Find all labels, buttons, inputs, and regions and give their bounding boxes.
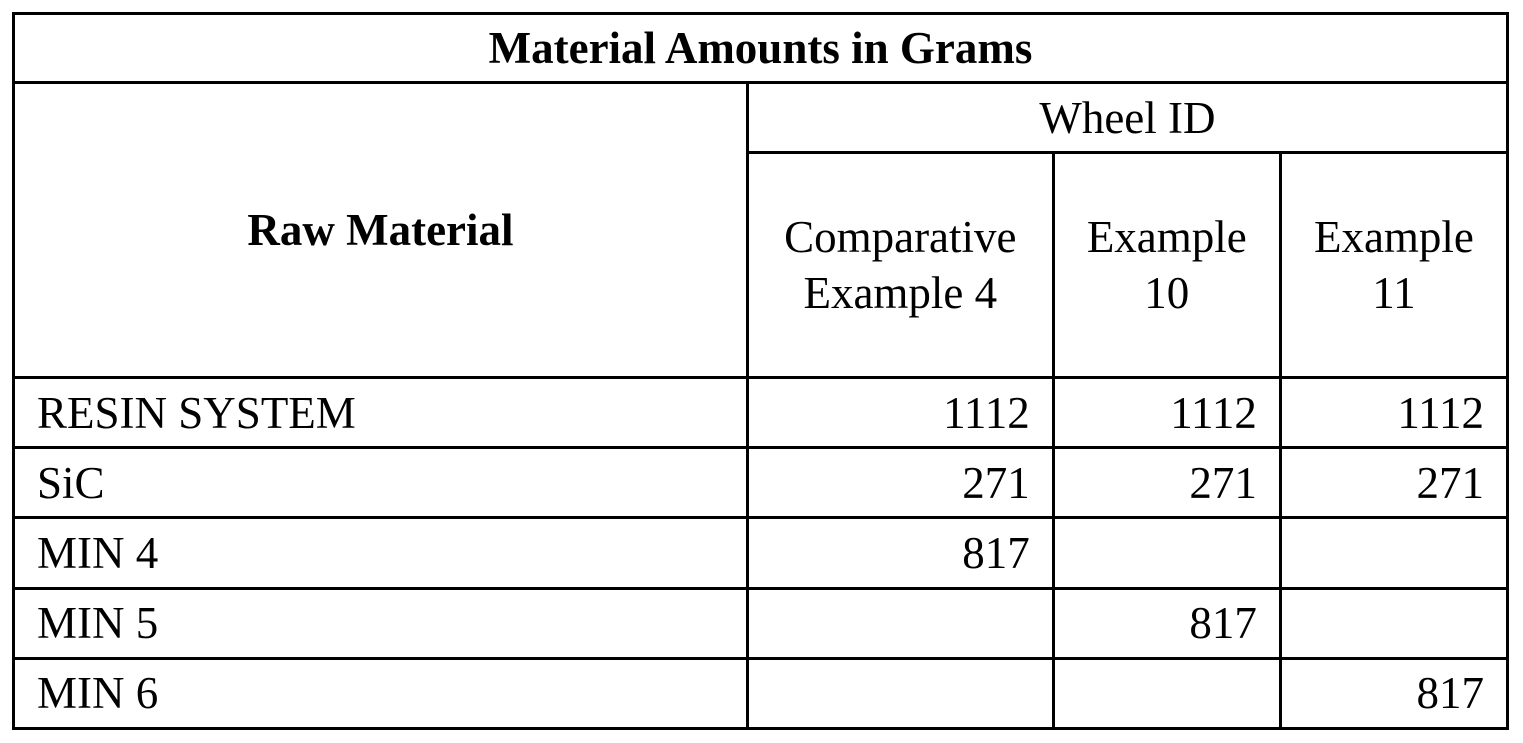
column-header-line: Example 4 [771,265,1030,321]
value-cell: 817 [1053,588,1280,658]
material-cell: MIN 6 [14,658,748,728]
table-title: Material Amounts in Grams [14,14,1508,83]
table-row: MIN 4817 [14,518,1508,588]
column-header-line: Example [1077,209,1257,265]
value-cell [1280,588,1507,658]
raw-material-header: Raw Material [14,83,748,378]
value-cell: 271 [1053,448,1280,518]
material-table: Material Amounts in Grams Raw Material W… [12,12,1509,730]
table-row: RESIN SYSTEM111211121112 [14,378,1508,448]
material-cell: SiC [14,448,748,518]
value-cell: 817 [747,518,1053,588]
value-cell [1280,518,1507,588]
material-cell: RESIN SYSTEM [14,378,748,448]
value-cell: 817 [1280,658,1507,728]
column-header-line: Comparative [771,209,1030,265]
column-header-line: Example [1304,209,1484,265]
value-cell: 271 [747,448,1053,518]
table-row: SiC271271271 [14,448,1508,518]
material-cell: MIN 4 [14,518,748,588]
column-header: ComparativeExample 4 [747,153,1053,378]
value-cell [747,658,1053,728]
column-header-line: 10 [1077,265,1257,321]
column-header: Example11 [1280,153,1507,378]
wheel-id-header: Wheel ID [747,83,1507,153]
value-cell [1053,518,1280,588]
value-cell: 271 [1280,448,1507,518]
value-cell: 1112 [747,378,1053,448]
column-header: Example10 [1053,153,1280,378]
value-cell [1053,658,1280,728]
value-cell [747,588,1053,658]
table-row: MIN 6 817 [14,658,1508,728]
value-cell: 1112 [1280,378,1507,448]
material-cell: MIN 5 [14,588,748,658]
column-header-line: 11 [1304,265,1484,321]
value-cell: 1112 [1053,378,1280,448]
table-row: MIN 5 817 [14,588,1508,658]
